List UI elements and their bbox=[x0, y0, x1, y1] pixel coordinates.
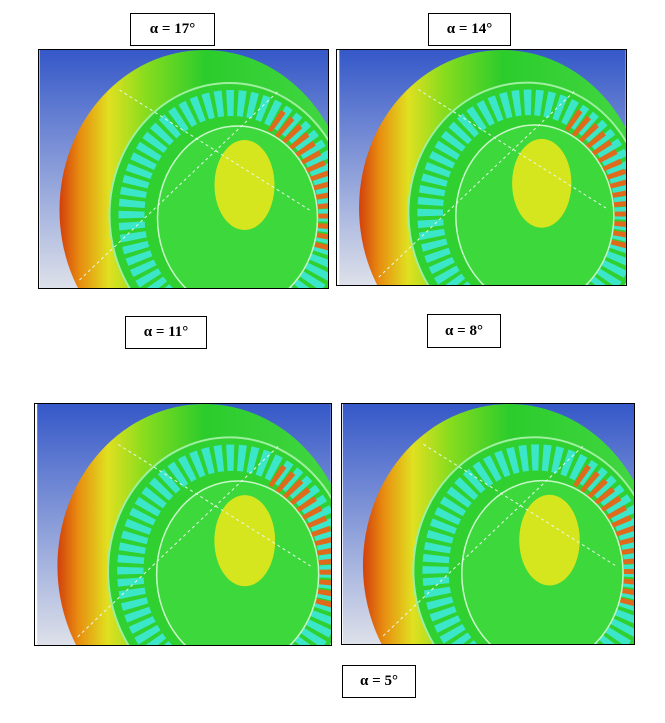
contour-image bbox=[336, 49, 627, 286]
panel-label: α = 14° bbox=[428, 13, 511, 46]
panel-label: α = 5° bbox=[342, 665, 416, 698]
panel-label: α = 11° bbox=[125, 316, 207, 349]
contour-image bbox=[341, 403, 635, 645]
panel-label: α = 8° bbox=[427, 314, 501, 348]
contour-image bbox=[38, 49, 329, 289]
wheel bbox=[37, 404, 332, 646]
wheel bbox=[339, 50, 627, 286]
panel-label: α = 17° bbox=[130, 13, 215, 46]
wheel bbox=[40, 50, 330, 289]
wheel bbox=[343, 404, 635, 645]
contour-image bbox=[34, 403, 332, 646]
